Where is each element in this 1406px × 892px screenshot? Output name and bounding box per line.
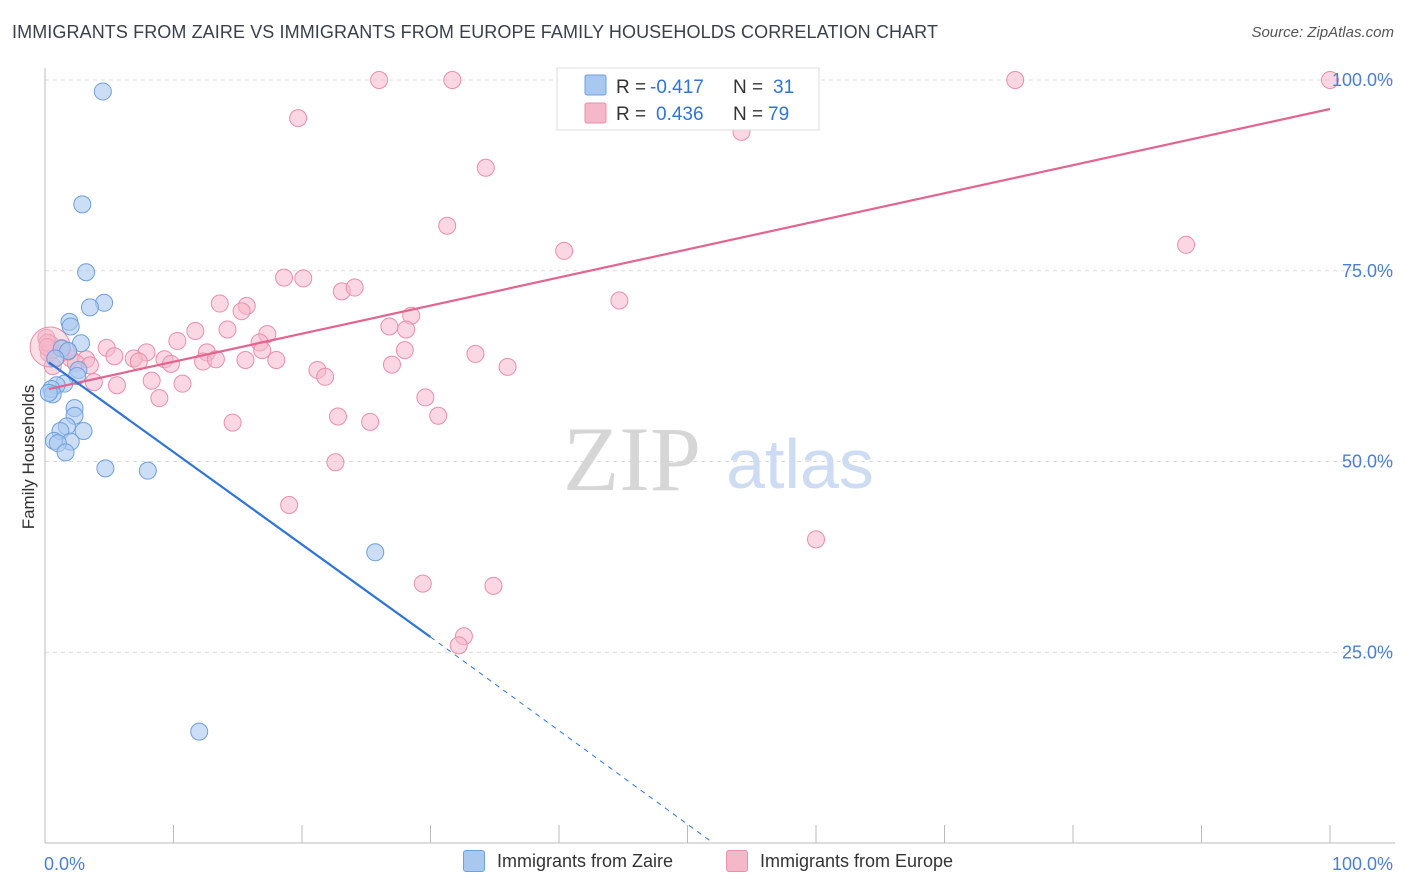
series-zaire-points xyxy=(39,82,385,741)
bottom-legend-label-zaire: Immigrants from Zaire xyxy=(497,850,674,871)
chart-title: IMMIGRANTS FROM ZAIRE VS IMMIGRANTS FROM… xyxy=(12,22,939,42)
point-zaire-30 xyxy=(190,722,209,741)
point-europe-38 xyxy=(105,347,124,366)
point-europe-13 xyxy=(1177,235,1196,254)
point-europe-51 xyxy=(316,367,335,386)
tick-labels: 25.0% 50.0% 75.0% 100.0% 0.0% 100.0% xyxy=(44,70,1393,874)
axis-layer xyxy=(44,68,1395,844)
point-zaire-22 xyxy=(74,421,93,440)
point-europe-19 xyxy=(210,294,229,313)
x-tick-label-left: 0.0% xyxy=(44,854,85,874)
point-europe-55 xyxy=(173,374,192,393)
point-europe-1 xyxy=(443,71,462,89)
point-europe-18 xyxy=(610,291,629,310)
point-europe-11 xyxy=(438,216,457,235)
point-europe-72 xyxy=(280,495,299,514)
legend-r-value-europe: 0.436 xyxy=(656,104,704,125)
bottom-legend-swatch-zaire xyxy=(463,850,485,872)
point-europe-74 xyxy=(413,574,432,593)
point-europe-21 xyxy=(232,302,251,321)
point-zaire-0 xyxy=(93,82,112,101)
point-zaire-29 xyxy=(366,543,385,562)
trend-line-zaire-extension xyxy=(430,636,714,844)
point-europe-77 xyxy=(449,636,468,655)
bottom-legend: Immigrants from Zaire Immigrants from Eu… xyxy=(0,850,1406,880)
point-europe-12 xyxy=(555,241,574,260)
point-europe-25 xyxy=(186,322,205,341)
point-europe-44 xyxy=(236,351,255,370)
point-europe-64 xyxy=(84,373,103,392)
y-tick-label-50: 50.0% xyxy=(1342,452,1393,472)
point-zaire-28 xyxy=(138,461,157,480)
point-europe-65 xyxy=(150,389,169,408)
point-europe-75 xyxy=(484,576,503,595)
trend-lines xyxy=(48,107,1331,844)
point-europe-34 xyxy=(395,341,414,360)
point-europe-26 xyxy=(218,320,237,339)
point-europe-9 xyxy=(476,158,495,177)
point-europe-69 xyxy=(429,406,448,425)
x-tick-label-right: 100.0% xyxy=(1332,854,1393,874)
point-europe-67 xyxy=(328,407,347,426)
series-europe-points xyxy=(29,71,1339,655)
legend-r-value-zaire: -0.417 xyxy=(650,77,704,98)
legend-r-label-europe: R = xyxy=(616,104,646,125)
point-europe-0 xyxy=(370,71,389,89)
point-europe-35 xyxy=(466,344,485,363)
y-tick-label-100: 100.0% xyxy=(1332,70,1393,90)
point-europe-23 xyxy=(380,317,399,336)
watermark-zip: ZIP xyxy=(563,408,701,510)
trend-line-zaire xyxy=(48,361,432,638)
y-tick-label-25: 25.0% xyxy=(1342,642,1393,662)
point-zaire-27 xyxy=(96,459,115,478)
point-europe-24 xyxy=(397,320,416,339)
point-europe-6 xyxy=(1006,71,1025,89)
point-europe-8 xyxy=(289,109,308,128)
point-europe-66 xyxy=(416,388,435,407)
point-zaire-2 xyxy=(77,263,96,282)
point-europe-70 xyxy=(223,413,242,432)
point-europe-46 xyxy=(382,355,401,374)
bottom-legend-item-europe: Immigrants from Europe xyxy=(726,850,953,872)
legend-n-label-zaire: N = xyxy=(733,77,763,98)
point-europe-68 xyxy=(361,412,380,431)
point-europe-54 xyxy=(142,371,161,390)
point-europe-17 xyxy=(345,278,364,297)
point-europe-52 xyxy=(498,357,517,376)
point-zaire-1 xyxy=(73,195,92,214)
y-axis-label: Family Households xyxy=(19,385,38,530)
stats-legend: R = -0.417 N = 31 R = 0.436 N = 79 xyxy=(556,67,820,131)
point-zaire-4 xyxy=(61,317,80,336)
y-tick-label-75: 75.0% xyxy=(1342,261,1393,281)
point-zaire-10 xyxy=(46,349,65,368)
bottom-legend-label-europe: Immigrants from Europe xyxy=(760,850,954,871)
source-label: Source: ZipAtlas.com xyxy=(1251,24,1394,41)
legend-r-label-zaire: R = xyxy=(616,77,646,98)
point-europe-71 xyxy=(326,453,345,472)
watermark: ZIP atlas xyxy=(563,408,874,510)
legend-n-value-europe: 79 xyxy=(768,104,789,125)
bottom-legend-swatch-europe xyxy=(726,850,748,872)
legend-n-value-zaire: 31 xyxy=(773,77,794,98)
point-europe-45 xyxy=(267,351,286,370)
trend-line-europe xyxy=(48,107,1331,391)
point-europe-43 xyxy=(206,350,225,369)
point-zaire-6 xyxy=(80,298,99,317)
point-zaire-26 xyxy=(56,443,75,462)
legend-swatch-europe xyxy=(584,102,607,124)
point-europe-73 xyxy=(807,530,825,549)
point-europe-15 xyxy=(294,269,313,288)
point-europe-14 xyxy=(275,268,294,287)
legend-swatch-zaire xyxy=(584,74,607,96)
point-europe-53 xyxy=(107,376,126,395)
watermark-atlas: atlas xyxy=(726,425,874,503)
point-europe-28 xyxy=(168,331,187,350)
legend-n-label-europe: N = xyxy=(733,104,763,125)
point-europe-7 xyxy=(1321,71,1339,89)
bottom-legend-item-zaire: Immigrants from Zaire xyxy=(463,850,673,872)
